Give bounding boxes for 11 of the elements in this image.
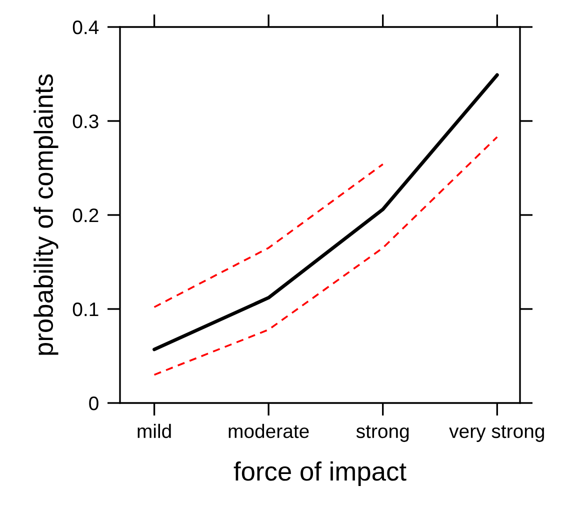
x-tick-label: mild xyxy=(138,424,171,438)
x-tick-label: strong xyxy=(356,425,409,442)
y-tick-label: 0.3 xyxy=(72,114,98,128)
y-axis-title: probability of complaints xyxy=(34,74,58,355)
x-axis-title: force of impact xyxy=(234,461,406,486)
y-tick-label: 0.2 xyxy=(72,208,98,222)
x-tick-label: moderate xyxy=(228,424,309,438)
y-tick-label: 0.4 xyxy=(72,20,99,34)
x-tick-label: very strong xyxy=(449,425,544,442)
y-tick-label: 0 xyxy=(89,396,98,410)
y-tick-label: 0.1 xyxy=(72,302,98,316)
